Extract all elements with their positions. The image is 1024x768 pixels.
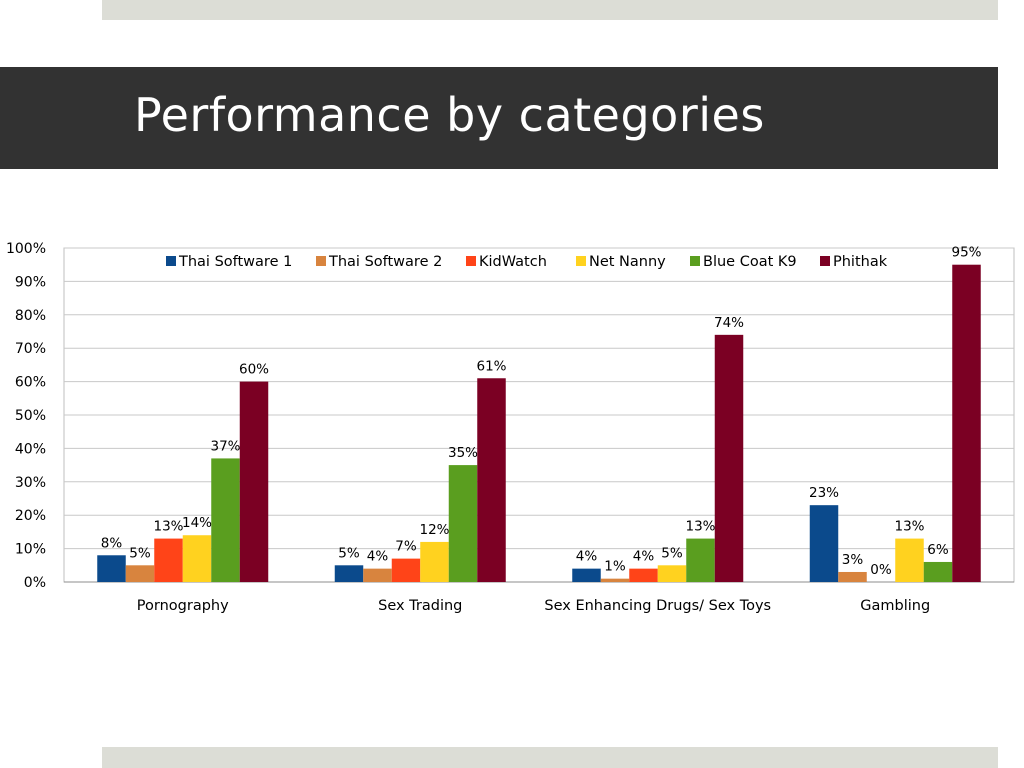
category-label: Sex Enhancing Drugs/ Sex Toys (544, 598, 771, 614)
y-tick-label: 10% (15, 542, 46, 558)
bar (686, 538, 715, 582)
bar (477, 378, 506, 582)
data-label: 95% (951, 245, 981, 261)
data-label: 5% (129, 545, 151, 561)
bar (391, 558, 421, 582)
bar (125, 565, 155, 582)
bar-chart: 0% 10% 20% 30% 40% 50% 60% 70% 80% 90% 100% 8% 5% 4% 2… (6, 241, 1015, 614)
data-label: 8% (101, 535, 123, 551)
y-tick-label: 40% (15, 441, 46, 457)
legend-label: Phithak (833, 254, 888, 270)
bar (714, 334, 744, 582)
bar (657, 565, 687, 582)
data-label: 12% (419, 522, 449, 538)
bar (809, 505, 839, 582)
bar (182, 535, 212, 582)
data-label: 1% (604, 559, 626, 575)
data-label: 0% (870, 562, 892, 578)
bottom-accent-strip (102, 747, 998, 768)
data-label: 3% (842, 552, 864, 568)
data-label: 23% (809, 485, 839, 501)
y-tick-label: 100% (6, 241, 46, 257)
legend-swatch (820, 256, 830, 266)
data-label: 4% (576, 549, 598, 565)
category-label: Gambling (860, 598, 930, 614)
bar (448, 465, 478, 582)
legend-label: Thai Software 2 (328, 254, 442, 270)
legend-swatch (316, 256, 326, 266)
y-tick-label: 50% (15, 408, 46, 424)
data-label: 4% (367, 549, 389, 565)
data-label: 60% (239, 362, 269, 378)
y-tick-label: 20% (15, 508, 46, 524)
bar (838, 571, 867, 582)
bar (334, 565, 364, 582)
data-label: 6% (927, 542, 949, 558)
bar (572, 568, 601, 582)
bar (154, 538, 183, 582)
top-accent-strip (102, 0, 998, 20)
bar (363, 568, 392, 582)
bar (895, 538, 924, 582)
data-label: 5% (338, 545, 360, 561)
data-label: 5% (661, 545, 683, 561)
legend-swatch (466, 256, 476, 266)
bar (952, 264, 981, 582)
y-tick-label: 30% (15, 475, 46, 491)
legend-swatch (576, 256, 586, 266)
y-tick-label: 90% (15, 274, 46, 290)
legend-label: Blue Coat K9 (703, 254, 797, 270)
bar (211, 458, 240, 582)
bar (420, 541, 449, 582)
legend-label: Net Nanny (589, 254, 666, 270)
y-tick-label: 60% (15, 375, 46, 391)
data-label: 13% (153, 519, 183, 535)
data-label: 14% (182, 515, 212, 531)
bar (600, 578, 630, 582)
y-tick-label: 70% (15, 341, 46, 357)
bar (239, 381, 269, 582)
data-label: 74% (714, 315, 744, 331)
y-tick-label: 0% (24, 575, 46, 591)
slide-title: Performance by categories (134, 88, 765, 142)
bar (97, 555, 126, 582)
data-label: 7% (395, 539, 417, 555)
bar (629, 568, 658, 582)
bar (923, 561, 953, 582)
data-label: 13% (685, 519, 715, 535)
category-label: Sex Trading (378, 598, 462, 614)
legend-swatch (166, 256, 176, 266)
data-label: 35% (448, 445, 478, 461)
legend-swatch (690, 256, 700, 266)
category-label: Pornography (137, 598, 229, 614)
data-label: 13% (894, 519, 924, 535)
title-band (0, 67, 998, 169)
legend-label: KidWatch (479, 254, 547, 270)
data-label: 4% (633, 549, 655, 565)
data-label: 61% (476, 358, 506, 374)
y-tick-label: 80% (15, 308, 46, 324)
data-label: 37% (210, 438, 240, 454)
legend-label: Thai Software 1 (178, 254, 292, 270)
